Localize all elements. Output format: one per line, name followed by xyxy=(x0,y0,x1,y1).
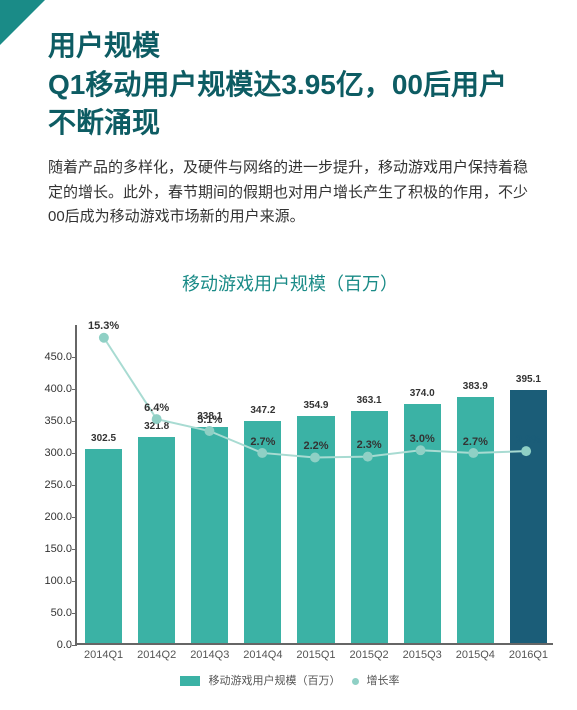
ytick-label: 50.0 xyxy=(32,607,72,619)
chart-plot: 0.050.0100.0150.0200.0250.0300.0350.0400… xyxy=(75,325,553,645)
growth-label: 2.7% xyxy=(250,436,275,448)
ytick-label: 450.0 xyxy=(32,351,72,363)
xtick-label: 2015Q1 xyxy=(289,649,342,661)
xtick-label: 2016Q1 xyxy=(502,649,555,661)
xtick-label: 2015Q3 xyxy=(396,649,449,661)
ytick-label: 150.0 xyxy=(32,543,72,555)
title-block: 用户规模 Q1移动用户规模达3.95亿，00后用户不断涌现 xyxy=(48,28,529,142)
ytick-label: 300.0 xyxy=(32,447,72,459)
growth-label: 2.7% xyxy=(463,436,488,448)
chart-title: 移动游戏用户规模（百万） xyxy=(20,270,560,296)
xtick-label: 2015Q4 xyxy=(449,649,502,661)
ytick-label: 400.0 xyxy=(32,383,72,395)
chart-legend: 移动游戏用户规模（百万） 增长率 xyxy=(20,672,560,688)
ytick-label: 0.0 xyxy=(32,639,72,651)
ytick-label: 350.0 xyxy=(32,415,72,427)
corner-accent xyxy=(0,0,45,45)
ytick-label: 200.0 xyxy=(32,511,72,523)
growth-label: 15.3% xyxy=(88,320,119,332)
legend-dot-swatch xyxy=(352,678,359,685)
xtick-label: 2014Q3 xyxy=(183,649,236,661)
growth-label: 6.4% xyxy=(144,402,169,414)
legend-line-label: 增长率 xyxy=(367,675,400,687)
ytick-label: 100.0 xyxy=(32,575,72,587)
ytick-mark xyxy=(72,645,77,646)
chart-area: 移动游戏用户规模（百万） 0.050.0100.0150.0200.0250.0… xyxy=(20,270,560,690)
legend-bar-label: 移动游戏用户规模（百万） xyxy=(208,675,340,687)
title-line-2: Q1移动用户规模达3.95亿，00后用户不断涌现 xyxy=(48,66,529,142)
growth-label: 2.2% xyxy=(303,440,328,452)
legend-bar-swatch xyxy=(180,676,200,686)
growth-label: 2.3% xyxy=(357,439,382,451)
growth-label: 3.0% xyxy=(410,433,435,445)
xtick-label: 2014Q2 xyxy=(130,649,183,661)
title-line-1: 用户规模 xyxy=(48,28,529,64)
growth-label: 5.1% xyxy=(197,414,222,426)
ytick-label: 250.0 xyxy=(32,479,72,491)
growth-label: 2.9% xyxy=(516,434,541,446)
xtick-label: 2014Q4 xyxy=(236,649,289,661)
body-text: 随着产品的多样化，及硬件与网络的进一步提升，移动游戏用户保持着稳定的增长。此外，… xyxy=(48,156,529,230)
xtick-label: 2015Q2 xyxy=(343,649,396,661)
xtick-label: 2014Q1 xyxy=(77,649,130,661)
content-block: 用户规模 Q1移动用户规模达3.95亿，00后用户不断涌现 随着产品的多样化，及… xyxy=(0,0,577,230)
growth-line xyxy=(77,325,553,643)
